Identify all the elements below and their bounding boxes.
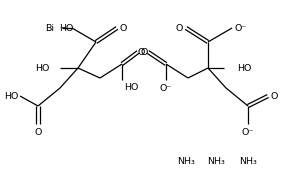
Text: NH₃: NH₃ (207, 158, 225, 167)
Text: O: O (34, 128, 42, 137)
Text: HO: HO (4, 91, 18, 100)
Text: O: O (141, 48, 148, 57)
Text: Bi: Bi (45, 23, 54, 32)
Text: O⁻: O⁻ (242, 128, 254, 137)
Text: O: O (138, 48, 145, 57)
Text: O: O (271, 91, 278, 100)
Text: NH₃: NH₃ (239, 158, 257, 167)
Text: O⁻: O⁻ (160, 84, 172, 93)
Text: HO: HO (59, 23, 73, 32)
Text: NH₃: NH₃ (177, 158, 195, 167)
Text: HO: HO (124, 83, 138, 92)
Text: O: O (176, 23, 183, 32)
Text: HO: HO (237, 63, 251, 73)
Text: O⁻: O⁻ (235, 23, 247, 32)
Text: O: O (120, 23, 127, 32)
Text: HO: HO (35, 63, 49, 73)
